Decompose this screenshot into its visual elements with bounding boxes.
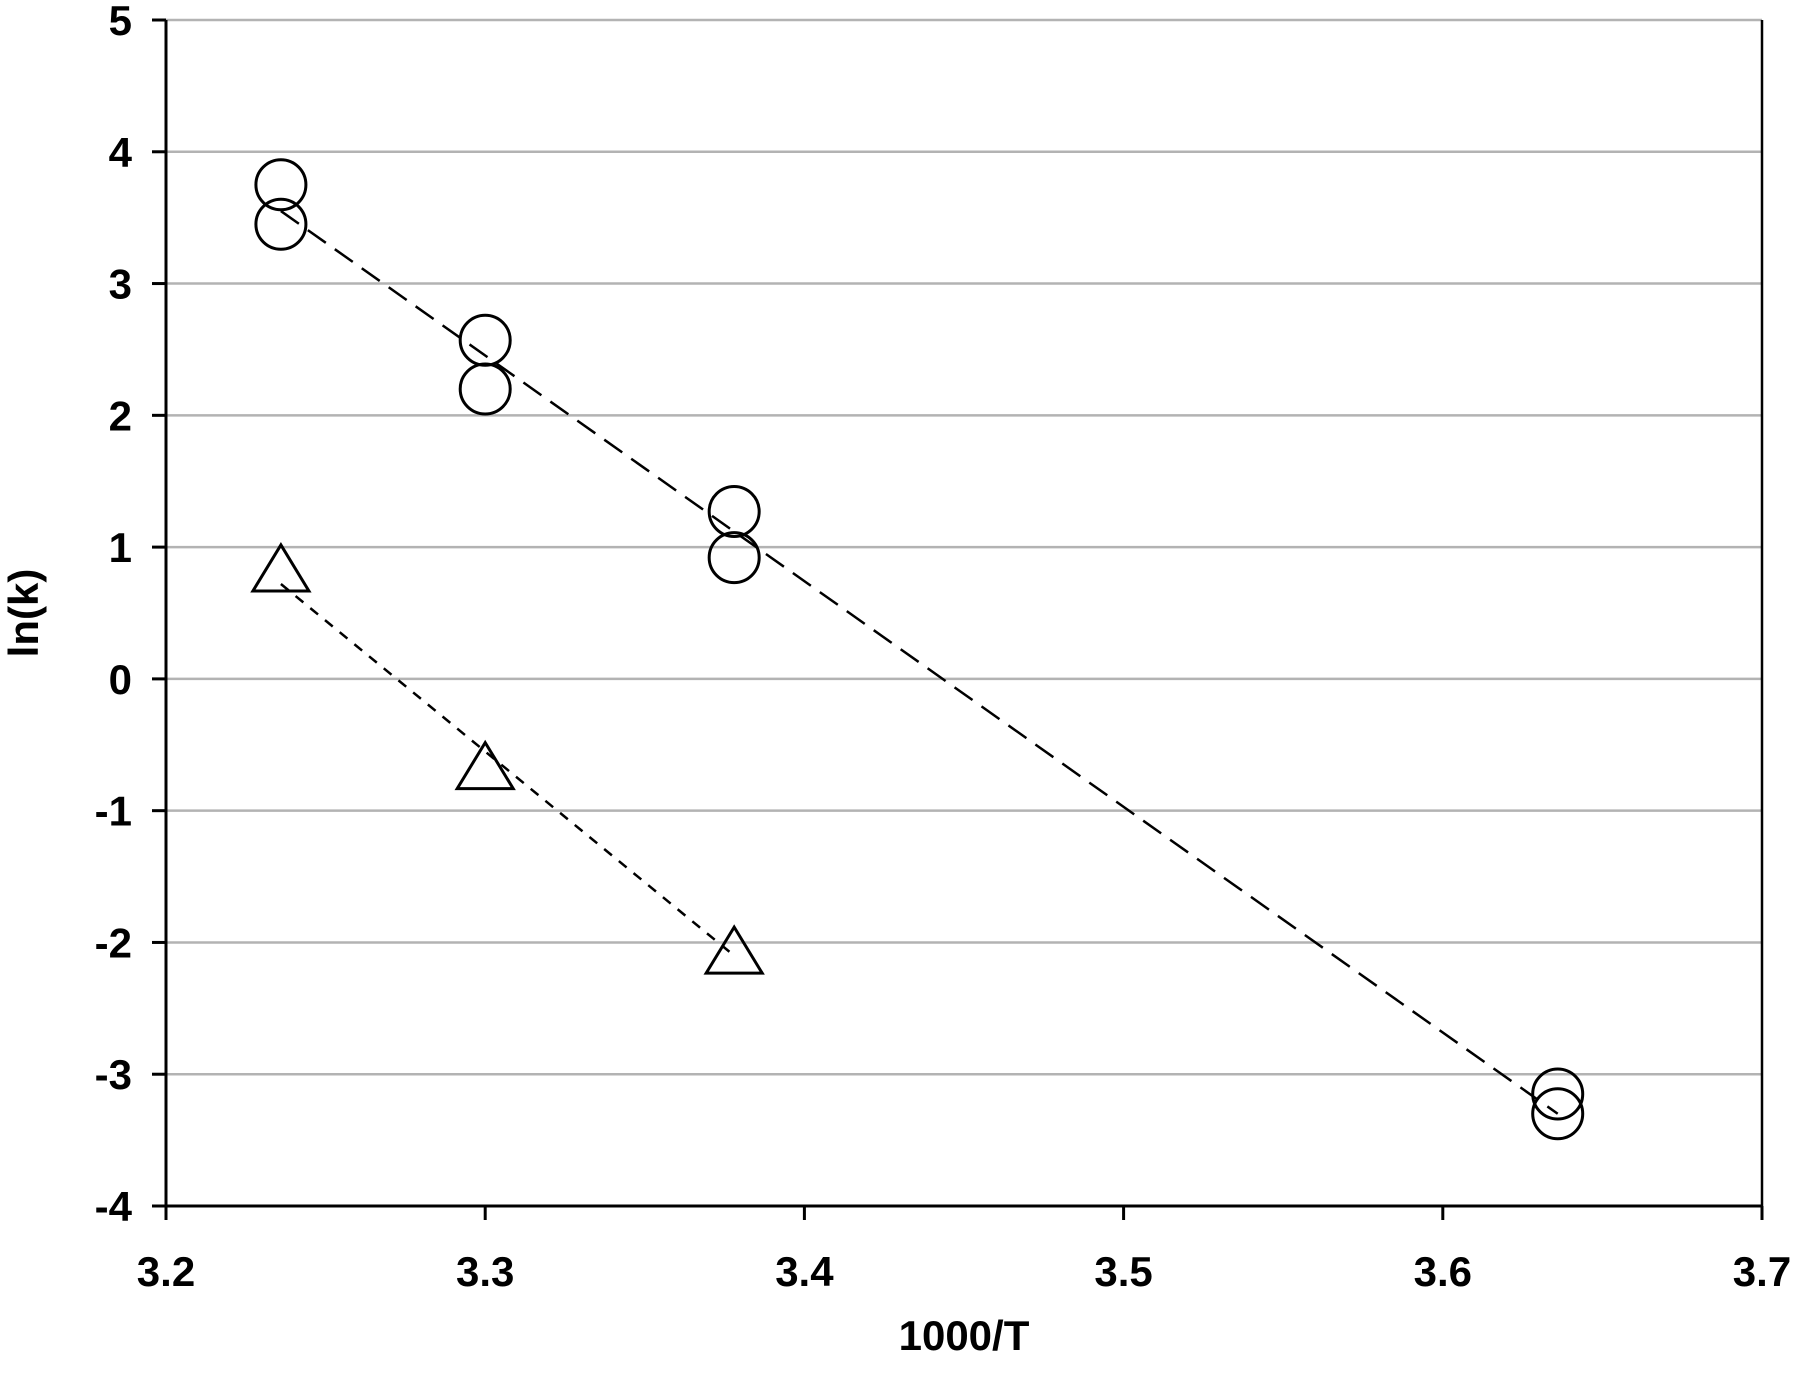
triangle-point-2 bbox=[703, 924, 765, 975]
y-tick-label-3: -1 bbox=[95, 788, 132, 835]
data-markers bbox=[250, 158, 1585, 1141]
x-tick-label-4: 3.6 bbox=[1414, 1248, 1472, 1295]
circle-point-5 bbox=[707, 531, 761, 585]
y-axis-title: ln(k) bbox=[0, 569, 47, 658]
y-tick-label-8: 4 bbox=[109, 129, 133, 176]
y-tick-label-5: 1 bbox=[109, 524, 132, 571]
trendline-series-0 bbox=[280, 210, 1559, 1115]
y-tick-label-1: -3 bbox=[95, 1051, 132, 1098]
y-tick-label-2: -2 bbox=[95, 919, 132, 966]
y-tick-label-4: 0 bbox=[109, 656, 132, 703]
x-tick-labels: 3.2 3.3 3.4 3.5 3.6 3.7 bbox=[137, 1248, 1791, 1295]
y-tick-labels: -4 -3 -2 -1 0 1 2 3 4 5 bbox=[95, 0, 133, 1230]
grid-lines bbox=[166, 18, 1762, 1076]
circle-point-2 bbox=[458, 313, 512, 367]
trendline-series-1 bbox=[280, 583, 735, 957]
circle-point-4 bbox=[707, 485, 761, 539]
axes bbox=[152, 18, 1764, 1220]
circle-point-0 bbox=[254, 158, 308, 212]
x-axis-title: 1000/T bbox=[899, 1312, 1030, 1359]
y-tick-label-7: 3 bbox=[109, 261, 132, 308]
y-tick-label-0: -4 bbox=[95, 1183, 133, 1230]
y-tick-label-9: 5 bbox=[109, 0, 132, 44]
trendlines bbox=[280, 210, 1559, 1115]
x-tick-label-5: 3.7 bbox=[1733, 1248, 1791, 1295]
circle-point-7 bbox=[1531, 1087, 1585, 1141]
triangle-point-1 bbox=[454, 739, 516, 791]
x-tick-label-3: 3.5 bbox=[1094, 1248, 1152, 1295]
circle-point-1 bbox=[254, 197, 308, 251]
triangle-point-0 bbox=[250, 542, 312, 593]
y-tick-label-6: 2 bbox=[109, 392, 132, 439]
x-tick-label-0: 3.2 bbox=[137, 1248, 195, 1295]
circle-point-6 bbox=[1531, 1067, 1585, 1121]
x-tick-label-2: 3.4 bbox=[775, 1248, 834, 1295]
x-tick-label-1: 3.3 bbox=[456, 1248, 514, 1295]
circle-point-3 bbox=[458, 362, 512, 416]
